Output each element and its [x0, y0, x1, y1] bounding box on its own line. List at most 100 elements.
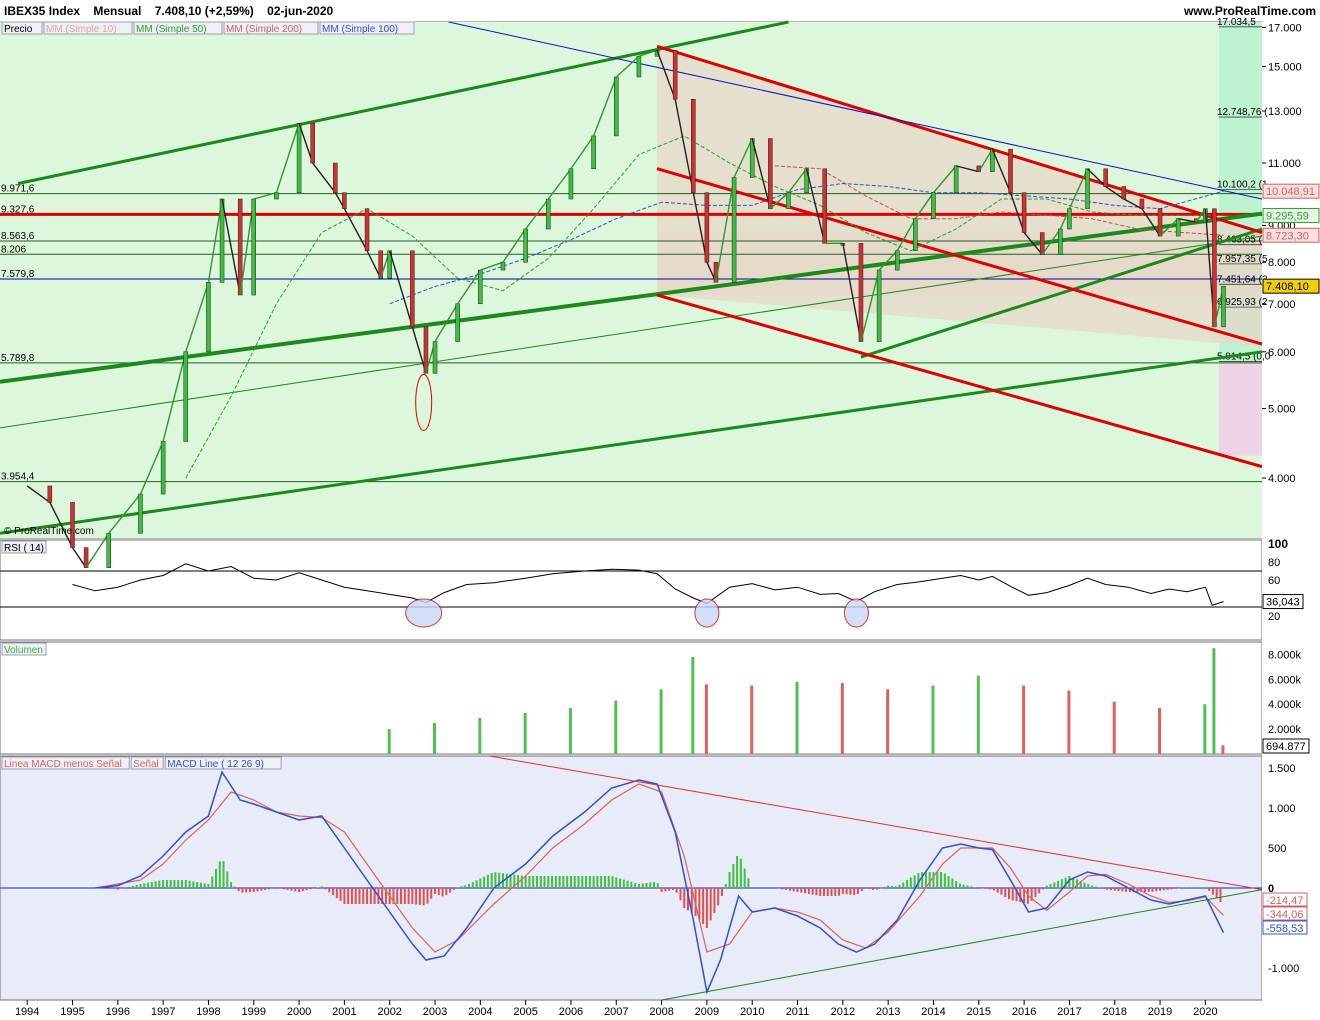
macd-histogram-bar [237, 888, 240, 891]
price-candle [310, 122, 315, 164]
price-candle-segment [108, 493, 142, 534]
price-candle [47, 485, 53, 503]
price-candle-segment [298, 122, 314, 164]
macd-histogram-bar [320, 886, 323, 888]
macd-histogram-bar [890, 885, 893, 888]
legend-item: MM (Simple 100) [322, 24, 398, 35]
x-axis-label: 2013 [876, 1006, 900, 1018]
macd-histogram-bar [743, 868, 746, 888]
price-value-tag [1262, 227, 1320, 243]
macd-histogram-bar [403, 888, 406, 904]
price-candle [568, 168, 574, 200]
macd-histogram-bar [1193, 887, 1196, 888]
volume-bar [1203, 704, 1207, 754]
macd-histogram-bar [913, 875, 916, 888]
macd-histogram-bar [800, 888, 803, 893]
x-axis-label: 2010 [740, 1006, 764, 1018]
macd-value-tag-label: -344,06 [1266, 909, 1303, 921]
macd-histogram-bar [966, 885, 969, 888]
price-candle-segment [26, 485, 51, 503]
macd-histogram-bar [1068, 876, 1071, 888]
x-axis-label: 2006 [559, 1006, 583, 1018]
price-candle-segment [457, 269, 481, 305]
x-axis-label: 1999 [242, 1006, 266, 1018]
price-candle-segment [343, 208, 368, 252]
price-candle [822, 168, 827, 244]
macd-histogram-bar [1196, 887, 1199, 888]
macd-histogram-bar [505, 873, 508, 888]
price-candle-segment [638, 49, 658, 57]
macd-histogram-bar [1075, 879, 1078, 888]
x-axis-label: 1998 [196, 1006, 220, 1018]
macd-histogram-bar [898, 884, 901, 888]
macd-histogram-bar [906, 880, 909, 888]
macd-histogram-bar [475, 880, 478, 888]
macd-histogram-bar [1211, 888, 1214, 895]
price-candle-segment [480, 261, 504, 271]
macd-histogram-bar [214, 868, 217, 888]
price-candle [1008, 148, 1013, 193]
price-candle [70, 502, 75, 548]
macd-histogram-bar [841, 888, 844, 894]
macd-histogram-bar [248, 888, 251, 893]
green-trendline-thin [0, 235, 1263, 429]
macd-histogram-bar [853, 888, 856, 895]
x-axis-label: 2002 [377, 1006, 401, 1018]
macd-histogram-bar [290, 888, 293, 891]
macd-histogram-bar [316, 887, 319, 888]
x-axis-label: 2015 [967, 1006, 991, 1018]
price-value-tag-label: 8.723,30 [1266, 230, 1309, 242]
macd-histogram-bar [713, 888, 716, 913]
x-axis-label: 2020 [1193, 1006, 1217, 1018]
price-candle-segment [71, 547, 87, 569]
price-axis-label: 15.000 [1268, 61, 1302, 73]
x-axis-label: 2016 [1012, 1006, 1036, 1018]
price-candle-segment [207, 198, 223, 283]
macd-histogram-bar [373, 888, 376, 904]
price-candle-segment [1123, 198, 1143, 210]
price-axis-label: 8.000 [1268, 257, 1296, 269]
macd-histogram-bar [1113, 888, 1116, 891]
x-axis-label: 2008 [649, 1006, 673, 1018]
macd-histogram-bar [415, 888, 418, 905]
price-candle [953, 165, 959, 193]
site-link[interactable]: www.ProRealTime.com [1183, 4, 1316, 18]
macd-histogram-bar [1041, 888, 1044, 890]
macd-histogram-bar [1072, 877, 1075, 888]
macd-histogram-bar [985, 888, 988, 889]
macd-histogram-bar [1057, 880, 1060, 888]
price-candle-segment [366, 250, 382, 279]
price-candle [768, 138, 773, 209]
price-value-tag [1262, 183, 1320, 199]
price-candle [478, 269, 483, 305]
macd-histogram-bar [747, 878, 750, 888]
macd-histogram-bar [528, 876, 531, 888]
macd-histogram-bar [264, 888, 267, 890]
macd-histogram-bar [596, 876, 599, 888]
macd-histogram-bar [294, 888, 297, 892]
macd-histogram-bar [1121, 888, 1124, 892]
macd-histogram-bar [822, 888, 825, 896]
macd-histogram-bar [566, 876, 569, 888]
macd-histogram-bar [116, 888, 119, 890]
macd-histogram-bar [1083, 882, 1086, 888]
volume-bar [750, 685, 754, 754]
price-candle-segment [1068, 168, 1089, 209]
macd-histogram-bar [301, 888, 304, 892]
macd-histogram-bar [653, 882, 656, 888]
price-candle [1121, 186, 1127, 200]
macd-histogram-bar [951, 878, 954, 888]
price-candle [410, 250, 415, 328]
macd-histogram-bar [645, 883, 648, 888]
macd-histogram-bar [396, 888, 399, 904]
macd-histogram-bar [139, 884, 142, 888]
price-candle [432, 341, 438, 374]
macd-histogram-bar [792, 888, 795, 892]
macd-value-tag [1262, 892, 1308, 907]
volume-bar [568, 707, 572, 754]
macd-histogram-bar [366, 888, 369, 904]
macd-histogram-bar [241, 888, 244, 893]
macd-histogram-bar [441, 888, 444, 897]
price-candle-segment [570, 135, 595, 170]
price-candle [614, 76, 619, 137]
